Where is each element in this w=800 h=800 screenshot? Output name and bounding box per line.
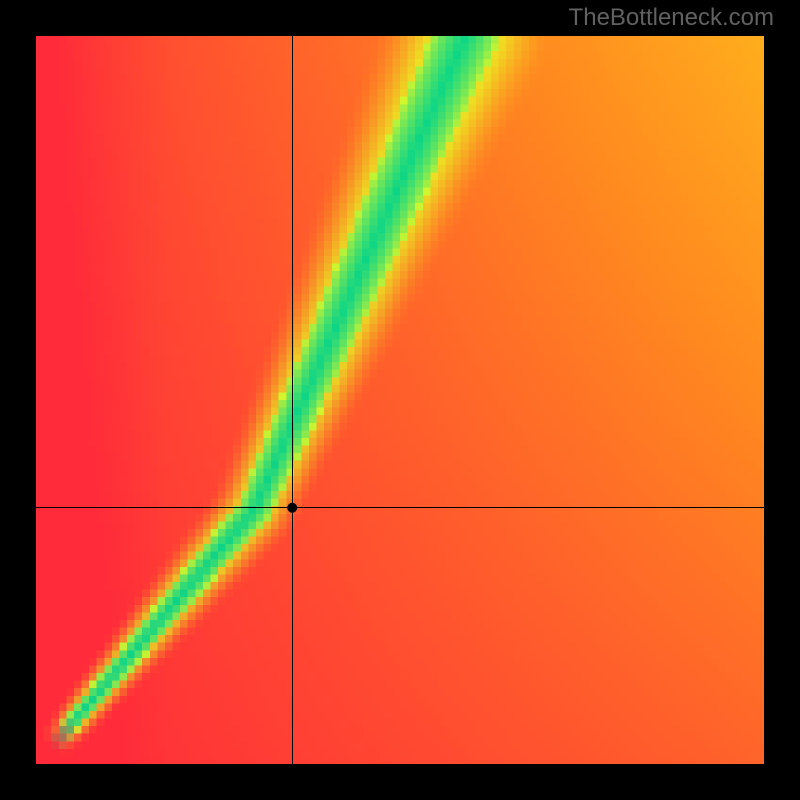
- bottleneck-heatmap: [36, 36, 764, 764]
- watermark-text: TheBottleneck.com: [569, 4, 774, 32]
- chart-container: TheBottleneck.com: [0, 0, 800, 800]
